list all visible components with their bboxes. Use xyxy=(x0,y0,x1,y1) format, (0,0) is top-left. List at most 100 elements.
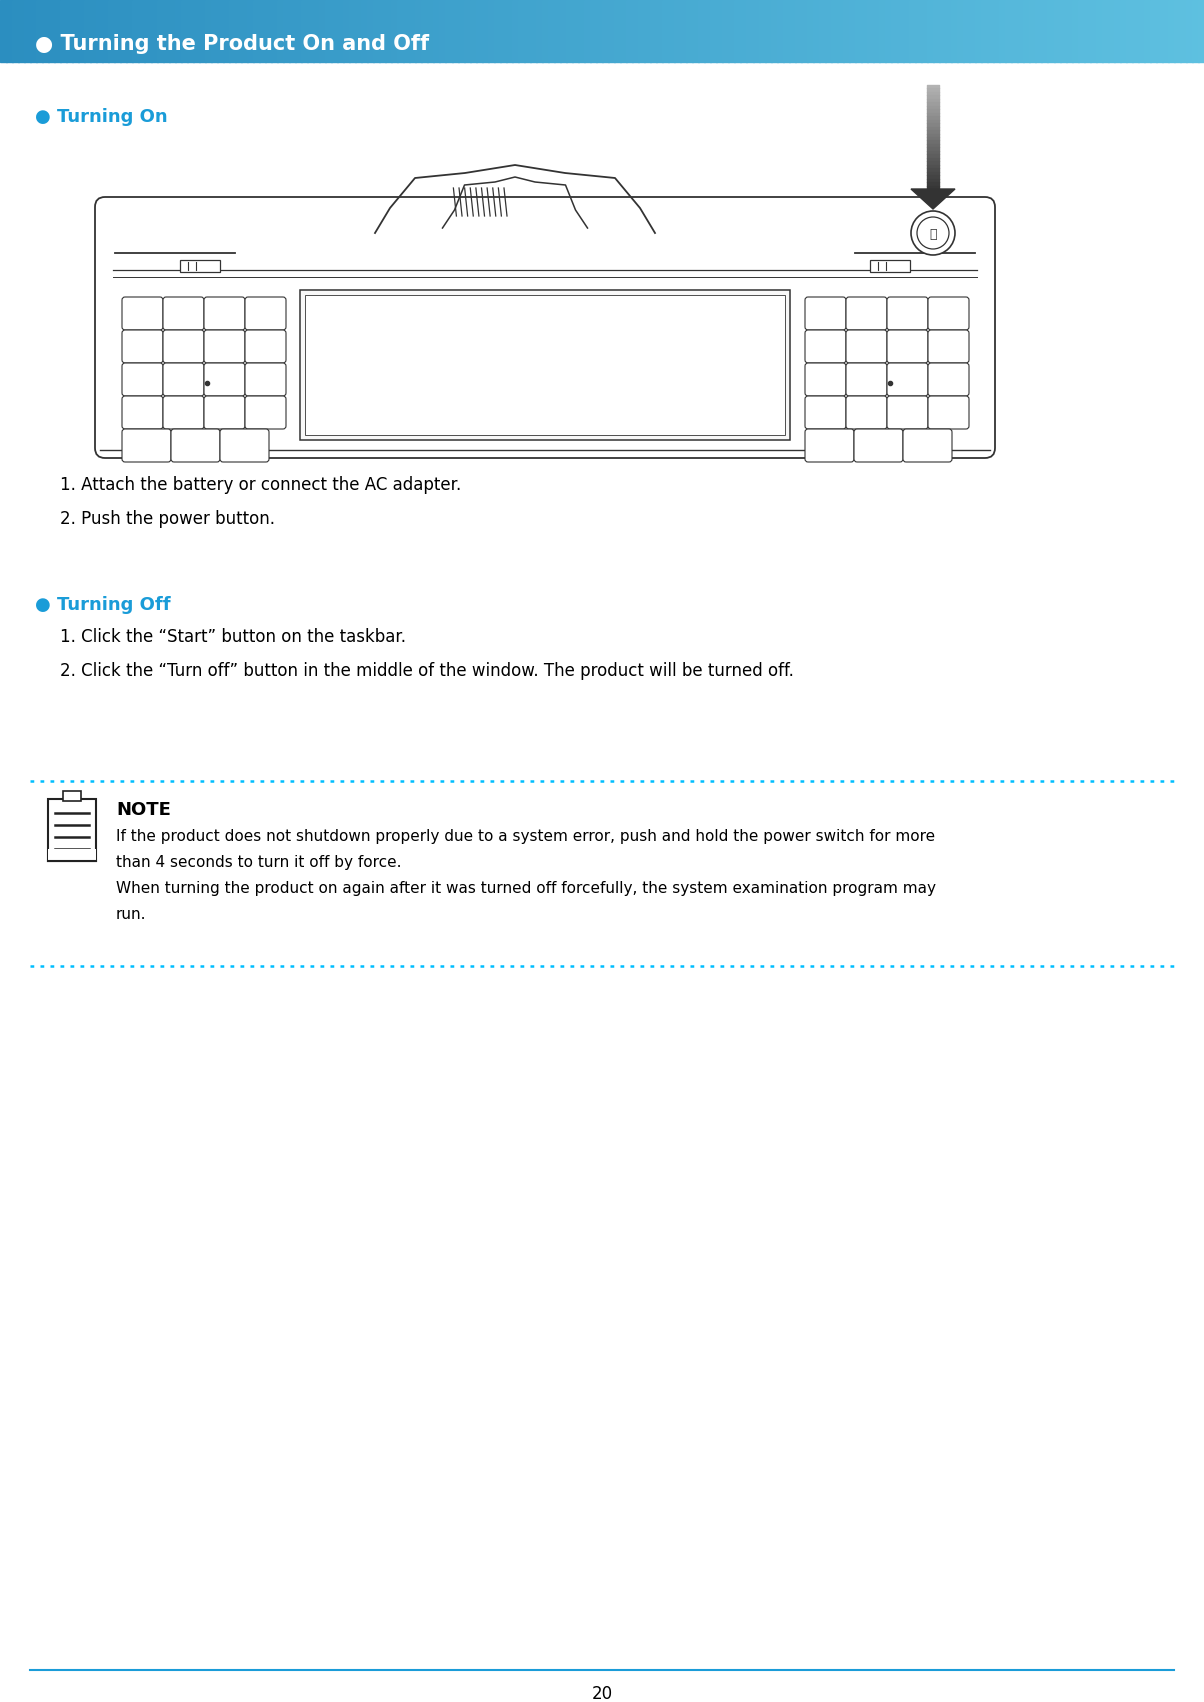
Bar xyxy=(638,0,645,61)
Bar xyxy=(987,0,995,61)
Text: ● Turning the Product On and Off: ● Turning the Product On and Off xyxy=(35,34,429,54)
Bar xyxy=(452,0,459,61)
Bar xyxy=(1047,0,1055,61)
Bar xyxy=(415,0,423,61)
Bar xyxy=(897,0,904,61)
Bar xyxy=(614,0,621,61)
FancyBboxPatch shape xyxy=(805,397,846,429)
Bar xyxy=(42,0,49,61)
Bar xyxy=(608,0,615,61)
Bar xyxy=(199,0,206,61)
Bar xyxy=(391,0,399,61)
Text: ● Turning On: ● Turning On xyxy=(35,107,167,126)
Bar xyxy=(530,0,537,61)
Bar xyxy=(837,0,844,61)
FancyBboxPatch shape xyxy=(928,397,969,429)
Bar xyxy=(1168,0,1175,61)
Bar xyxy=(1029,0,1037,61)
Bar xyxy=(181,260,220,272)
Bar xyxy=(891,0,898,61)
Bar xyxy=(36,0,43,61)
Bar xyxy=(656,0,663,61)
Bar xyxy=(277,0,284,61)
Bar xyxy=(60,0,67,61)
Bar xyxy=(482,0,489,61)
Bar xyxy=(24,0,31,61)
Bar xyxy=(1138,0,1145,61)
FancyBboxPatch shape xyxy=(48,849,96,861)
Bar xyxy=(1126,0,1133,61)
FancyBboxPatch shape xyxy=(805,298,846,330)
Bar xyxy=(1005,0,1013,61)
Bar xyxy=(1078,0,1085,61)
Bar xyxy=(6,0,13,61)
Bar xyxy=(740,0,748,61)
Bar xyxy=(476,0,483,61)
Bar xyxy=(957,0,964,61)
Bar xyxy=(542,0,549,61)
Bar xyxy=(861,0,868,61)
Bar xyxy=(650,0,657,61)
Bar xyxy=(337,0,344,61)
FancyBboxPatch shape xyxy=(887,363,928,397)
Bar xyxy=(668,0,675,61)
Bar xyxy=(867,0,874,61)
Bar xyxy=(734,0,742,61)
Bar xyxy=(138,0,146,61)
Bar xyxy=(674,0,681,61)
Bar xyxy=(439,0,447,61)
Bar xyxy=(626,0,633,61)
Bar xyxy=(518,0,525,61)
Bar xyxy=(114,0,122,61)
Bar xyxy=(217,0,224,61)
FancyBboxPatch shape xyxy=(122,397,163,429)
FancyBboxPatch shape xyxy=(887,298,928,330)
FancyBboxPatch shape xyxy=(163,298,203,330)
Bar xyxy=(445,0,453,61)
FancyBboxPatch shape xyxy=(163,397,203,429)
Bar xyxy=(903,0,910,61)
FancyBboxPatch shape xyxy=(244,363,287,397)
Bar xyxy=(1150,0,1157,61)
Text: run.: run. xyxy=(116,907,147,922)
Bar xyxy=(144,0,152,61)
Bar xyxy=(506,0,513,61)
Bar xyxy=(403,0,411,61)
Bar xyxy=(716,0,724,61)
FancyBboxPatch shape xyxy=(203,330,244,363)
Bar xyxy=(566,0,573,61)
Bar xyxy=(343,0,350,61)
Bar xyxy=(355,0,362,61)
Bar xyxy=(560,0,567,61)
Bar xyxy=(801,0,808,61)
Bar xyxy=(1072,0,1079,61)
Bar xyxy=(223,0,230,61)
Text: ● Turning Off: ● Turning Off xyxy=(35,596,171,614)
Bar xyxy=(807,0,814,61)
Bar xyxy=(1132,0,1139,61)
Text: ⏻: ⏻ xyxy=(929,228,937,240)
Bar xyxy=(265,0,272,61)
FancyBboxPatch shape xyxy=(220,429,268,461)
Bar xyxy=(584,0,591,61)
Text: 2. Push the power button.: 2. Push the power button. xyxy=(60,511,275,528)
Bar xyxy=(313,0,320,61)
Bar xyxy=(795,0,802,61)
Bar xyxy=(1041,0,1049,61)
Bar xyxy=(939,0,946,61)
Bar xyxy=(596,0,603,61)
FancyBboxPatch shape xyxy=(928,363,969,397)
Bar xyxy=(698,0,706,61)
Bar xyxy=(536,0,543,61)
Text: If the product does not shutdown properly due to a system error, push and hold t: If the product does not shutdown properl… xyxy=(116,829,936,844)
Text: 2. Click the “Turn off” button in the middle of the window. The product will be : 2. Click the “Turn off” button in the mi… xyxy=(60,662,793,681)
Text: 1. Attach the battery or connect the AC adapter.: 1. Attach the battery or connect the AC … xyxy=(60,477,461,494)
Bar xyxy=(48,798,96,861)
FancyBboxPatch shape xyxy=(122,429,171,461)
Bar xyxy=(12,0,19,61)
Bar xyxy=(873,0,880,61)
FancyBboxPatch shape xyxy=(805,330,846,363)
Bar xyxy=(1192,0,1199,61)
Bar xyxy=(66,0,73,61)
FancyBboxPatch shape xyxy=(846,298,887,330)
